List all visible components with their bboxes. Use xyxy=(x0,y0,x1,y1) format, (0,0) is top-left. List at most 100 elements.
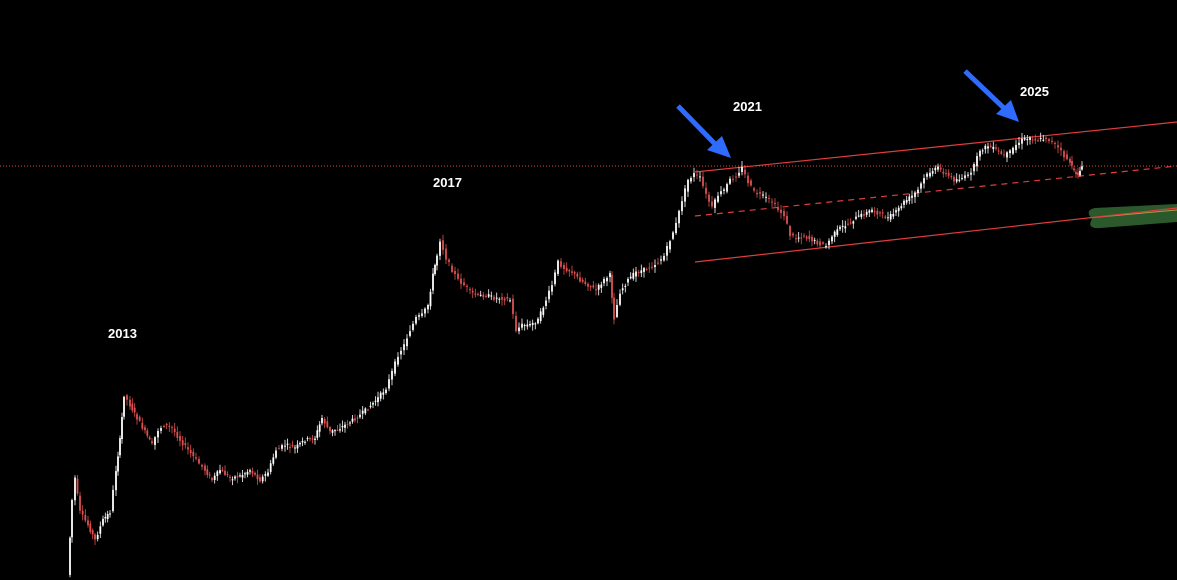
candle-body xyxy=(74,477,76,501)
candle-body xyxy=(657,262,659,264)
candle-body xyxy=(361,410,364,414)
candle-body xyxy=(992,146,995,150)
candle-body xyxy=(934,167,937,171)
candle-body xyxy=(568,270,571,272)
candle-body xyxy=(571,271,573,273)
candle-body xyxy=(868,210,871,213)
candle-body xyxy=(786,215,788,224)
candle-body xyxy=(269,463,272,472)
candle-body xyxy=(272,457,275,464)
candle-body xyxy=(385,389,387,393)
candle-body xyxy=(168,425,171,427)
candle-body xyxy=(811,237,813,242)
candle-body xyxy=(184,443,187,445)
candle-body xyxy=(663,255,665,261)
candle-body xyxy=(477,293,479,295)
candle-body xyxy=(400,350,402,355)
candle-body xyxy=(241,475,244,478)
candle-body xyxy=(309,438,311,440)
candle-body xyxy=(1079,170,1081,176)
candle-body xyxy=(96,534,99,540)
candle-body xyxy=(141,422,144,429)
candle-body xyxy=(831,236,833,242)
candle-body xyxy=(609,273,611,277)
candle-body xyxy=(424,308,426,314)
candle-body xyxy=(711,201,713,207)
candle-body xyxy=(1029,137,1031,140)
candle-body xyxy=(1021,138,1023,144)
candle-body xyxy=(1000,151,1003,154)
candle-body xyxy=(1071,161,1073,166)
candle-body xyxy=(1060,147,1062,151)
candle-body xyxy=(1009,150,1011,154)
candle-body xyxy=(1051,140,1053,142)
candle-body xyxy=(501,297,503,300)
candle-body xyxy=(144,427,146,431)
candle-body xyxy=(81,510,84,515)
candle-body xyxy=(224,470,226,475)
candle-body xyxy=(249,470,251,472)
candle-body xyxy=(726,184,728,192)
candle-body xyxy=(950,176,953,178)
candle-body xyxy=(192,451,195,457)
candle-body xyxy=(828,240,830,246)
candle-body xyxy=(603,278,605,284)
candle-body xyxy=(121,417,123,439)
candle-body xyxy=(432,273,434,291)
candle-body xyxy=(204,465,206,471)
cycle-label-2013: 2013 xyxy=(108,326,137,341)
candle-body xyxy=(418,315,420,317)
candle-body xyxy=(201,464,203,467)
channel-lower-line xyxy=(694,207,1177,263)
candle-body xyxy=(800,237,803,239)
candle-body xyxy=(961,178,963,180)
candle-body xyxy=(687,179,689,192)
candle-body xyxy=(346,423,349,425)
candle-body xyxy=(106,514,109,519)
candle-body xyxy=(294,447,296,449)
candle-body xyxy=(953,176,955,182)
candle-body xyxy=(244,473,246,475)
candle-body xyxy=(584,281,587,284)
candle-body xyxy=(234,476,236,479)
candle-body xyxy=(621,288,624,291)
candle-body xyxy=(573,272,576,274)
candle-body xyxy=(560,261,562,267)
arrow-icon-2021 xyxy=(676,104,731,158)
candle-body xyxy=(151,441,153,444)
candle-body xyxy=(301,441,304,443)
candle-body xyxy=(429,291,432,307)
candle-body xyxy=(479,294,482,296)
candle-body xyxy=(226,474,229,476)
candle-body xyxy=(397,356,399,365)
candle-body xyxy=(119,438,121,456)
candle-body xyxy=(735,176,737,178)
candle-body xyxy=(857,215,860,217)
candle-body xyxy=(771,201,773,203)
candle-body xyxy=(942,171,945,174)
candle-body xyxy=(296,444,299,449)
candle-body xyxy=(822,242,824,244)
candle-body xyxy=(939,167,942,170)
candle-body xyxy=(900,206,903,209)
candle-body xyxy=(281,445,283,449)
candle-body xyxy=(509,300,511,302)
candle-body xyxy=(723,189,725,191)
candle-body xyxy=(117,456,119,472)
candle-body xyxy=(251,471,254,474)
candle-body xyxy=(693,173,695,178)
candle-body xyxy=(753,188,755,191)
channel-upper-line xyxy=(694,121,1177,173)
candle-body xyxy=(318,424,321,432)
candle-body xyxy=(471,290,474,293)
candle-body xyxy=(316,430,319,438)
candle-body xyxy=(619,293,621,305)
candle-body xyxy=(613,297,615,320)
candle-body xyxy=(374,400,377,402)
candle-body xyxy=(469,289,471,291)
candle-body xyxy=(720,191,722,195)
candle-body xyxy=(690,178,692,182)
candle-body xyxy=(756,192,758,195)
candle-body xyxy=(219,470,221,474)
candle-body xyxy=(256,474,259,480)
